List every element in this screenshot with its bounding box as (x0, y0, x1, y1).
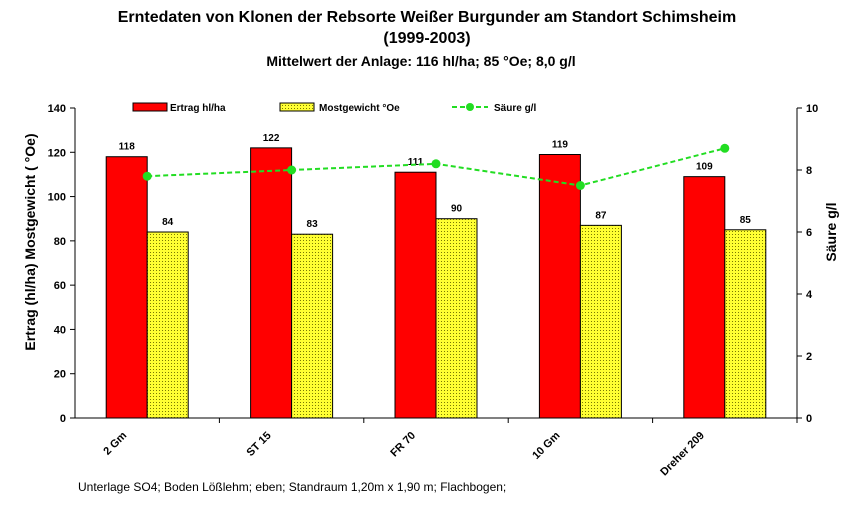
legend: Ertrag hl/ha Mostgewicht °Oe Säure g/l (132, 102, 536, 114)
chart-subtitle: Mittelwert der Anlage: 116 hl/ha; 85 °Oe… (266, 53, 575, 69)
y-tick-label: 20 (54, 369, 66, 381)
y-tick-label: 120 (48, 147, 66, 159)
footnote: Unterlage SO4; Boden Lößlehm; eben; Stan… (78, 480, 506, 494)
data-label-mostgewicht: 87 (595, 210, 607, 221)
point-saeure (720, 143, 730, 153)
y-tick-label: 80 (54, 236, 66, 248)
y-tick-label: 100 (48, 192, 66, 204)
y-axis-label: Ertrag (hl/ha) Mostgewicht ( °Oe) (22, 133, 38, 350)
data-label-mostgewicht: 83 (307, 219, 319, 230)
legend-label-ertrag: Ertrag hl/ha (170, 103, 226, 114)
y2-axis-label: Säure g/l (823, 202, 839, 261)
data-label-ertrag: 118 (119, 142, 136, 153)
chart-title-line-1: Erntedaten von Klonen der Rebsorte Weiße… (118, 9, 736, 26)
point-saeure (575, 181, 585, 190)
y2-tick-label: 10 (806, 103, 818, 115)
bar-mostgewicht (435, 218, 478, 419)
bar-ertrag (250, 147, 293, 419)
legend-label-mostgewicht: Mostgewicht °Oe (319, 103, 400, 114)
x-tick-label: 10 Gm (530, 429, 562, 461)
legend-swatch-mostgewicht (279, 102, 315, 112)
data-label-ertrag: 111 (408, 157, 424, 168)
bar-ertrag (683, 176, 726, 419)
data-label-mostgewicht: 85 (740, 215, 752, 226)
legend-swatch-ertrag (132, 102, 168, 112)
bar-mostgewicht (579, 224, 622, 419)
bar-mostgewicht (724, 229, 767, 419)
y2-tick-label: 0 (806, 413, 812, 425)
x-tick-label: FR 70 (388, 430, 418, 460)
bar-ertrag (538, 154, 581, 419)
bar-ertrag (105, 156, 148, 419)
plot-area: 0 20 40 60 80 100 120 140 0 2 4 6 8 10 118 84 2 Gm 122 83 S… (48, 103, 819, 478)
bar-mostgewicht (291, 233, 334, 419)
data-label-ertrag: 109 (696, 162, 713, 173)
point-saeure (142, 171, 152, 181)
x-tick-label: ST 15 (244, 430, 273, 459)
y2-tick-label: 8 (806, 165, 812, 177)
x-tick-label: 2 Gm (101, 429, 129, 457)
data-label-mostgewicht: 90 (451, 204, 463, 215)
data-label-mostgewicht: 84 (162, 217, 174, 228)
data-label-ertrag: 122 (263, 133, 280, 144)
data-label-ertrag: 119 (552, 140, 569, 151)
y-tick-label: 60 (54, 280, 66, 292)
bar-ertrag (394, 171, 437, 419)
y2-tick-label: 6 (806, 227, 812, 239)
bar-mostgewicht (146, 231, 189, 419)
x-tick-label: Dreher 209 (658, 430, 707, 479)
y-tick-label: 0 (60, 413, 66, 425)
legend-marker-saeure (466, 103, 474, 111)
y2-tick-label: 2 (806, 351, 812, 363)
y-tick-label: 40 (54, 324, 66, 336)
point-saeure (287, 165, 297, 175)
legend-label-saeure: Säure g/l (494, 103, 536, 114)
chart-title-line-2: (1999-2003) (383, 30, 470, 47)
y2-tick-label: 4 (806, 289, 813, 301)
y-tick-label: 140 (48, 103, 66, 115)
point-saeure (431, 159, 441, 169)
